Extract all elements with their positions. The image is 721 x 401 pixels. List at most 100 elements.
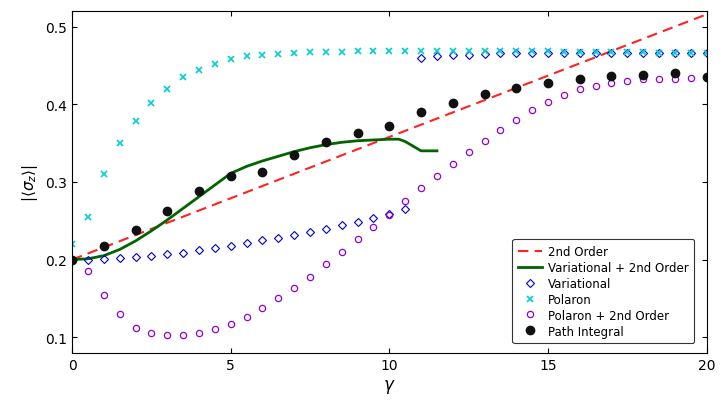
- Line: Polaron: Polaron: [68, 49, 710, 248]
- Variational: [353, 220, 362, 225]
- Variational: [115, 256, 124, 261]
- Line: Polaron + 2nd Order: Polaron + 2nd Order: [69, 75, 709, 338]
- Variational + 2nd Order: [195, 195, 203, 200]
- Polaron + 2nd Order: [195, 331, 203, 336]
- Polaron + 2nd Order: [99, 292, 108, 297]
- Polaron: [655, 51, 663, 56]
- Polaron: [163, 87, 172, 92]
- Polaron: [131, 119, 140, 124]
- Variational: [179, 251, 187, 255]
- Variational + 2nd Order: [385, 138, 394, 142]
- Variational: [512, 51, 521, 56]
- Variational: [242, 241, 251, 246]
- Variational: [258, 238, 267, 243]
- Line: Path Integral: Path Integral: [68, 70, 711, 264]
- Polaron + 2nd Order: [353, 237, 362, 242]
- Line: Variational: Variational: [69, 51, 709, 263]
- Polaron + 2nd Order: [671, 77, 679, 82]
- Path Integral: [607, 75, 616, 79]
- Polaron: [290, 51, 298, 56]
- Polaron: [322, 51, 330, 55]
- Polaron: [496, 50, 505, 55]
- Path Integral: [385, 124, 394, 129]
- Variational + 2nd Order: [369, 138, 378, 143]
- Polaron + 2nd Order: [68, 257, 76, 262]
- Variational + 2nd Order: [147, 229, 156, 234]
- Variational: [496, 51, 505, 56]
- Polaron: [686, 51, 695, 56]
- Path Integral: [639, 73, 647, 78]
- Variational: [163, 252, 172, 257]
- Polaron: [591, 51, 600, 55]
- Variational + 2nd Order: [163, 218, 172, 223]
- Variational + 2nd Order: [68, 257, 76, 262]
- Polaron: [512, 50, 521, 55]
- Polaron: [258, 53, 267, 58]
- Path Integral: [195, 189, 203, 194]
- Polaron + 2nd Order: [369, 225, 378, 230]
- 2nd Order: [648, 34, 657, 38]
- 2nd Order: [671, 25, 679, 30]
- Polaron: [242, 55, 251, 59]
- Variational + 2nd Order: [353, 139, 362, 144]
- Variational: [369, 216, 378, 221]
- Path Integral: [163, 209, 172, 213]
- Polaron + 2nd Order: [163, 333, 172, 338]
- Polaron: [464, 50, 473, 55]
- Variational: [401, 207, 410, 212]
- Line: Variational + 2nd Order: Variational + 2nd Order: [72, 140, 437, 260]
- Path Integral: [258, 170, 267, 175]
- Polaron + 2nd Order: [274, 296, 283, 301]
- Variational + 2nd Order: [131, 239, 140, 244]
- Polaron: [84, 215, 92, 220]
- Polaron: [401, 50, 410, 55]
- Polaron: [433, 50, 441, 55]
- Variational: [131, 255, 140, 260]
- Polaron + 2nd Order: [242, 315, 251, 320]
- Path Integral: [353, 131, 362, 136]
- Variational: [480, 52, 489, 57]
- Polaron + 2nd Order: [464, 151, 473, 156]
- Variational: [686, 51, 695, 56]
- 2nd Order: [68, 257, 76, 262]
- Variational: [671, 51, 679, 56]
- Variational + 2nd Order: [211, 183, 219, 188]
- Variational: [147, 254, 156, 259]
- Polaron: [337, 51, 346, 55]
- Variational + 2nd Order: [179, 207, 187, 211]
- Variational: [68, 257, 76, 262]
- Variational + 2nd Order: [337, 140, 346, 145]
- Polaron + 2nd Order: [559, 93, 568, 98]
- Path Integral: [417, 110, 425, 115]
- Polaron: [623, 51, 632, 55]
- Polaron + 2nd Order: [115, 312, 124, 316]
- Variational: [385, 212, 394, 217]
- Polaron + 2nd Order: [401, 199, 410, 204]
- Polaron: [417, 50, 425, 55]
- Variational: [623, 51, 632, 56]
- Variational: [528, 51, 536, 56]
- Polaron: [306, 51, 314, 55]
- Polaron: [544, 50, 552, 55]
- Polaron + 2nd Order: [147, 331, 156, 336]
- Polaron + 2nd Order: [686, 76, 695, 81]
- Polaron + 2nd Order: [226, 322, 235, 327]
- Polaron: [353, 50, 362, 55]
- Variational: [99, 257, 108, 261]
- Path Integral: [480, 93, 489, 97]
- Variational + 2nd Order: [226, 172, 235, 176]
- 2nd Order: [236, 192, 245, 197]
- Polaron: [226, 58, 235, 63]
- 2nd Order: [702, 13, 711, 18]
- Polaron + 2nd Order: [433, 174, 441, 179]
- Polaron: [147, 101, 156, 106]
- Polaron + 2nd Order: [417, 186, 425, 191]
- Variational + 2nd Order: [290, 150, 298, 155]
- Polaron: [575, 51, 584, 55]
- Polaron + 2nd Order: [623, 79, 632, 84]
- Polaron: [702, 51, 711, 56]
- Variational + 2nd Order: [394, 138, 403, 142]
- Y-axis label: $|\langle \sigma_z \rangle|$: $|\langle \sigma_z \rangle|$: [19, 164, 40, 201]
- 2nd Order: [106, 243, 115, 247]
- Polaron + 2nd Order: [179, 333, 187, 338]
